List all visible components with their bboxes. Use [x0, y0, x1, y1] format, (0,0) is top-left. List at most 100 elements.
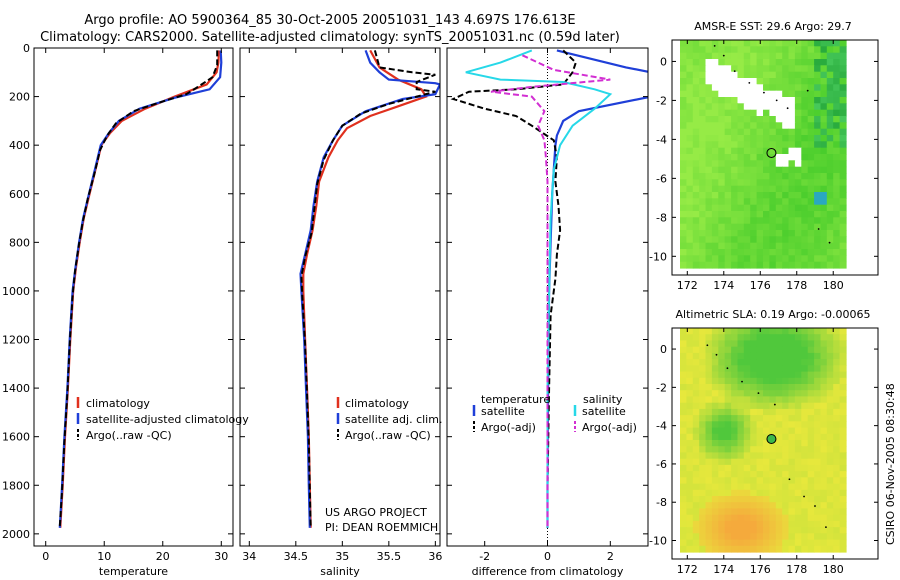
heatmap-cell	[718, 135, 726, 142]
heatmap-cell	[839, 533, 847, 541]
heatmap-cell	[756, 415, 764, 422]
heatmap-cell	[680, 489, 687, 497]
heatmap-cell	[692, 122, 700, 130]
heatmap-cell	[794, 109, 802, 117]
heatmap-cell	[794, 223, 802, 231]
heatmap-cell	[839, 346, 847, 354]
heatmap-cell	[756, 346, 764, 354]
heatmap-cell	[731, 340, 739, 348]
heatmap-cell	[680, 433, 687, 441]
heatmap-cell	[807, 527, 815, 534]
heatmap-cell	[750, 446, 758, 453]
heatmap-cell	[775, 346, 783, 354]
heatmap-cell	[731, 40, 739, 47]
heatmap-cell	[769, 185, 777, 193]
heatmap-cell	[801, 122, 809, 130]
heatmap-cell	[737, 496, 745, 503]
heatmap-cell	[711, 458, 719, 466]
heatmap-cell	[763, 90, 770, 98]
heatmap-cell	[724, 408, 732, 416]
heatmap-cell	[718, 527, 726, 534]
heatmap-cell	[692, 328, 700, 335]
series-line-salinity-argo-adj-	[490, 54, 611, 528]
heatmap-cell	[775, 452, 783, 460]
heatmap-cell	[737, 352, 745, 360]
heatmap-cell	[763, 527, 770, 534]
heatmap-cell	[769, 204, 777, 212]
heatmap-cell	[782, 249, 790, 256]
heatmap-cell	[814, 377, 822, 385]
heatmap-cell	[782, 433, 790, 441]
heatmap-cell	[801, 514, 809, 522]
heatmap-cell	[807, 166, 815, 174]
heatmap-cell	[826, 52, 834, 60]
heatmap-cell	[718, 421, 726, 429]
heatmap-cell	[788, 71, 796, 79]
heatmap-cell	[680, 359, 687, 366]
heatmap-cell	[794, 446, 802, 453]
heatmap-cell	[775, 242, 783, 250]
heatmap-cell	[775, 390, 783, 397]
heatmap-cell	[820, 179, 828, 187]
heatmap-cell	[763, 340, 770, 348]
heatmap-cell	[839, 166, 847, 174]
heatmap-cell	[692, 396, 700, 404]
heatmap-cell	[788, 52, 796, 60]
heatmap-cell	[814, 154, 822, 161]
heatmap-cell	[763, 477, 770, 485]
heatmap-cell	[750, 255, 758, 263]
heatmap-cell	[692, 166, 700, 174]
heatmap-cell	[718, 211, 726, 218]
heatmap-cell	[731, 97, 739, 104]
heatmap-cell	[750, 261, 758, 269]
y-tick-label: 400	[9, 139, 30, 152]
heatmap-cell	[699, 135, 707, 142]
heatmap-cell	[711, 230, 719, 237]
heatmap-cell	[801, 483, 809, 491]
heatmap-cell	[820, 340, 828, 348]
heatmap-cell	[724, 328, 732, 335]
heatmap-cell	[692, 173, 700, 180]
heatmap-cell	[737, 242, 745, 250]
heatmap-cell	[807, 204, 815, 212]
heatmap-cell	[750, 545, 758, 553]
heatmap-cell	[769, 527, 777, 534]
heatmap-cell	[820, 471, 828, 478]
heatmap-cell	[750, 396, 758, 404]
heatmap-cell	[794, 384, 802, 391]
heatmap-cell	[788, 255, 796, 263]
heatmap-cell	[692, 365, 700, 373]
heatmap-cell	[839, 508, 847, 516]
heatmap-cell	[775, 179, 783, 187]
heatmap-cell	[705, 471, 713, 478]
heatmap-cell	[839, 359, 847, 366]
heatmap-cell	[763, 346, 770, 354]
heatmap-cell	[833, 427, 841, 435]
heatmap-cell	[814, 160, 822, 168]
heatmap-cell	[839, 255, 847, 263]
heatmap-cell	[718, 204, 726, 212]
heatmap-cell	[839, 211, 847, 218]
heatmap-cell	[705, 415, 713, 422]
heatmap-cell	[680, 539, 687, 547]
heatmap-cell	[769, 211, 777, 218]
heatmap-cell	[743, 440, 751, 447]
heatmap-cell	[788, 390, 796, 397]
heatmap-cell	[788, 116, 796, 123]
heatmap-cell	[833, 223, 841, 231]
heatmap-cell	[737, 427, 745, 435]
heatmap-cell	[737, 384, 745, 391]
heatmap-cell	[718, 90, 726, 98]
heatmap-cell	[833, 514, 841, 522]
heatmap-cell	[686, 166, 694, 174]
heatmap-cell	[705, 328, 713, 335]
heatmap-cell	[794, 421, 802, 429]
heatmap-cell	[680, 128, 687, 136]
trajectory-dot	[706, 344, 709, 347]
heatmap-cell	[826, 71, 834, 79]
heatmap-cell	[718, 520, 726, 528]
heatmap-cell	[680, 236, 687, 244]
heatmap-cell	[731, 204, 739, 212]
heatmap-cell	[775, 52, 783, 60]
